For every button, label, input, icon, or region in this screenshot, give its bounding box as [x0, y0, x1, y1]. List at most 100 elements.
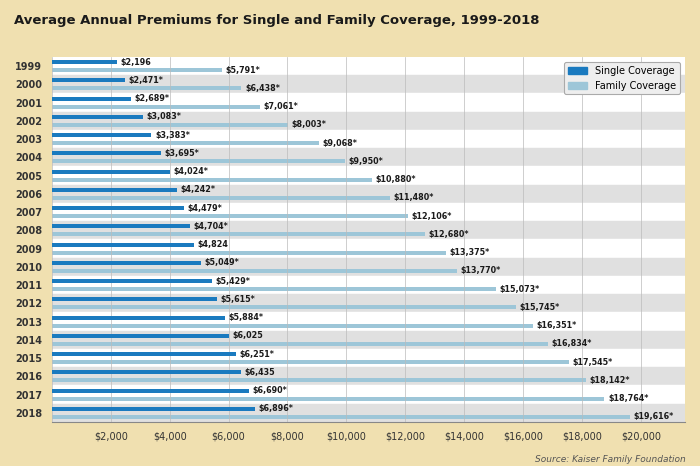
- Text: $5,429*: $5,429*: [216, 276, 250, 286]
- Bar: [52, 133, 151, 137]
- Bar: [52, 279, 211, 283]
- Bar: [52, 57, 685, 75]
- Text: $6,251*: $6,251*: [239, 350, 274, 358]
- Text: $9,950*: $9,950*: [349, 157, 383, 166]
- Bar: [52, 214, 408, 218]
- Bar: [52, 342, 547, 346]
- Text: $12,680*: $12,680*: [429, 230, 469, 239]
- Text: $6,438*: $6,438*: [245, 84, 280, 93]
- Bar: [52, 60, 116, 64]
- Bar: [52, 312, 685, 331]
- Text: $9,068*: $9,068*: [323, 138, 357, 148]
- Bar: [52, 166, 685, 185]
- Bar: [52, 68, 223, 72]
- Text: $8,003*: $8,003*: [291, 120, 326, 130]
- Text: $5,615*: $5,615*: [220, 295, 256, 304]
- Bar: [52, 261, 200, 265]
- Bar: [52, 94, 685, 112]
- Bar: [52, 203, 685, 221]
- Text: $4,479*: $4,479*: [188, 204, 222, 212]
- Bar: [52, 115, 143, 119]
- Bar: [52, 178, 372, 182]
- Bar: [52, 323, 533, 328]
- Text: $11,480*: $11,480*: [393, 193, 434, 202]
- Bar: [52, 141, 319, 145]
- Bar: [52, 130, 685, 148]
- Text: $7,061*: $7,061*: [263, 102, 298, 111]
- Text: $5,884*: $5,884*: [229, 313, 264, 322]
- Text: $3,695*: $3,695*: [164, 149, 199, 158]
- Text: $6,690*: $6,690*: [253, 386, 287, 395]
- Bar: [52, 404, 685, 422]
- Bar: [52, 206, 183, 210]
- Text: $12,106*: $12,106*: [412, 212, 452, 220]
- Bar: [52, 151, 161, 155]
- Text: $18,764*: $18,764*: [608, 394, 648, 403]
- Text: $3,383*: $3,383*: [155, 130, 190, 139]
- Bar: [52, 352, 236, 356]
- Text: $6,896*: $6,896*: [258, 404, 293, 413]
- Bar: [52, 349, 685, 367]
- Text: $15,073*: $15,073*: [499, 285, 540, 294]
- Bar: [52, 78, 125, 82]
- Text: $2,196: $2,196: [120, 57, 150, 67]
- Bar: [52, 389, 249, 392]
- Bar: [52, 112, 685, 130]
- Bar: [52, 258, 685, 276]
- Bar: [52, 242, 194, 247]
- Bar: [52, 233, 426, 236]
- Bar: [52, 185, 685, 203]
- Bar: [52, 294, 685, 312]
- Bar: [52, 224, 190, 228]
- Bar: [52, 331, 685, 349]
- Text: $3,083*: $3,083*: [146, 112, 181, 121]
- Text: $18,142*: $18,142*: [589, 376, 630, 385]
- Text: Source: Kaiser Family Foundation: Source: Kaiser Family Foundation: [536, 455, 686, 464]
- Text: $4,824: $4,824: [197, 240, 228, 249]
- Text: $6,435: $6,435: [245, 368, 276, 377]
- Bar: [52, 240, 685, 258]
- Text: $4,242*: $4,242*: [181, 185, 216, 194]
- Text: $4,024*: $4,024*: [174, 167, 209, 176]
- Bar: [52, 305, 515, 309]
- Bar: [52, 170, 170, 173]
- Bar: [52, 221, 685, 240]
- Text: $10,880*: $10,880*: [376, 175, 416, 184]
- Bar: [52, 269, 457, 273]
- Bar: [52, 415, 629, 419]
- Text: $6,025: $6,025: [233, 331, 264, 340]
- Bar: [52, 159, 345, 164]
- Bar: [52, 188, 177, 192]
- Bar: [52, 334, 230, 338]
- Bar: [52, 315, 225, 320]
- Text: $16,834*: $16,834*: [551, 339, 591, 349]
- Bar: [52, 196, 390, 200]
- Text: $5,791*: $5,791*: [226, 66, 260, 75]
- Bar: [52, 123, 288, 127]
- Text: $16,351*: $16,351*: [537, 321, 577, 330]
- Bar: [52, 96, 131, 101]
- Bar: [52, 86, 241, 90]
- Text: $15,745*: $15,745*: [519, 303, 559, 312]
- Text: $13,375*: $13,375*: [449, 248, 489, 257]
- Text: $4,704*: $4,704*: [194, 222, 229, 231]
- Text: Average Annual Premiums for Single and Family Coverage, 1999-2018: Average Annual Premiums for Single and F…: [14, 14, 540, 27]
- Bar: [52, 378, 586, 383]
- Bar: [52, 297, 217, 302]
- Text: $17,545*: $17,545*: [572, 357, 612, 367]
- Bar: [52, 251, 446, 254]
- Bar: [52, 287, 496, 291]
- Bar: [52, 148, 685, 166]
- Bar: [52, 370, 241, 374]
- Bar: [52, 360, 568, 364]
- Bar: [52, 385, 685, 404]
- Text: $2,471*: $2,471*: [128, 76, 163, 85]
- Bar: [52, 276, 685, 294]
- Bar: [52, 397, 604, 401]
- Text: $2,689*: $2,689*: [134, 94, 169, 103]
- Bar: [52, 367, 685, 385]
- Bar: [52, 407, 255, 411]
- Bar: [52, 104, 260, 109]
- Legend: Single Coverage, Family Coverage: Single Coverage, Family Coverage: [564, 62, 680, 95]
- Text: $13,770*: $13,770*: [461, 267, 501, 275]
